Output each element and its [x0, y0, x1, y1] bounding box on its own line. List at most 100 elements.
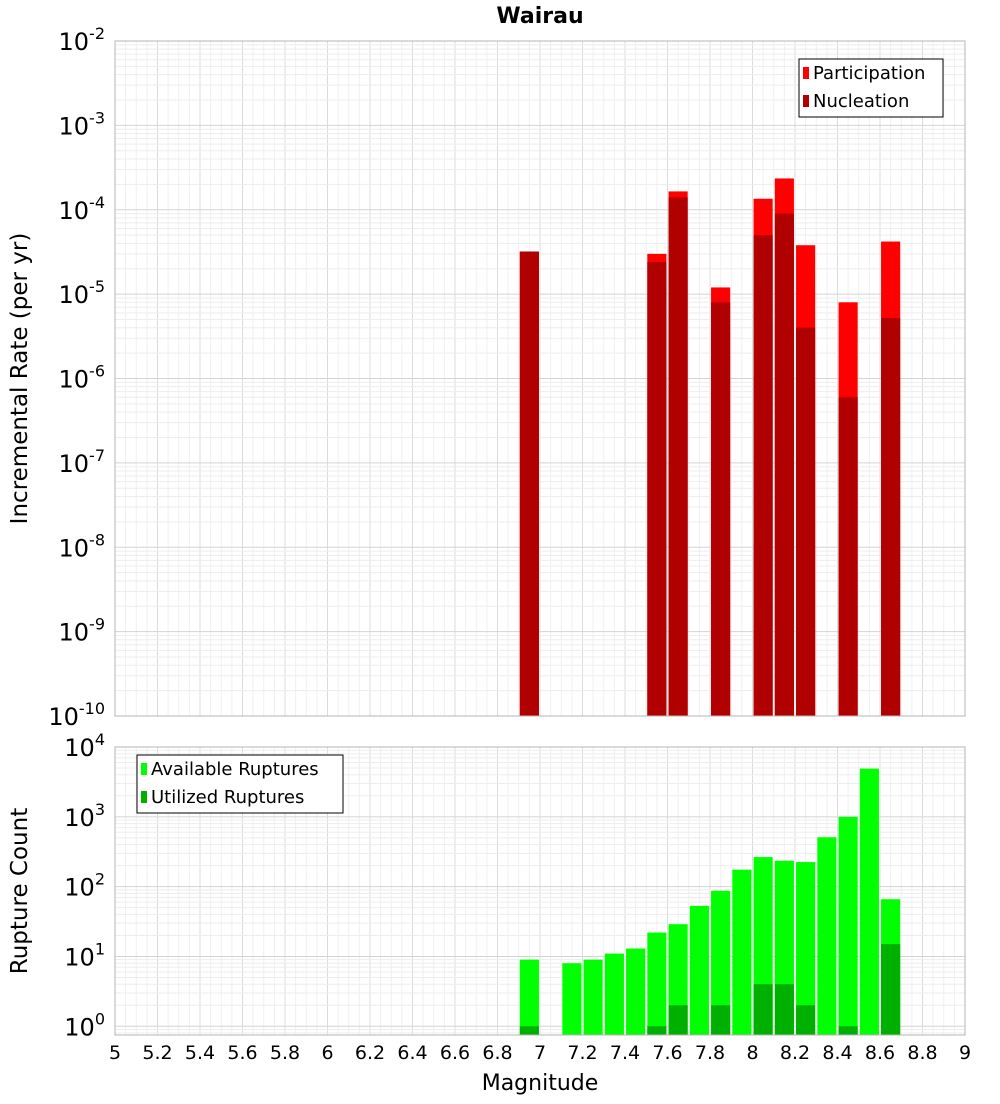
y-tick-label: 104 [64, 730, 105, 762]
bar-utilized-ruptures [838, 1026, 858, 1035]
y-tick-exponent: 4 [95, 730, 105, 749]
legend-label: Participation [813, 63, 925, 84]
x-tick-label: 6.8 [482, 1042, 512, 1064]
y-tick-label: 102 [64, 870, 105, 902]
bar-available-ruptures [562, 963, 582, 1035]
plot-border [114, 40, 966, 717]
y-tick-base: 10 [59, 28, 90, 56]
bar-utilized-ruptures [668, 1005, 688, 1035]
x-tick-label: 8.8 [907, 1042, 937, 1064]
x-tick-label: 5.2 [142, 1042, 172, 1064]
y-tick-exponent: -8 [89, 530, 105, 549]
x-tick-label: 8.2 [780, 1042, 810, 1064]
y-tick-label: 10-10 [48, 699, 105, 731]
y-tick-label: 10-6 [59, 362, 106, 394]
bar-utilized-ruptures [881, 944, 901, 1035]
x-tick-label: 7.2 [567, 1042, 597, 1064]
legend-label: Nucleation [813, 91, 909, 112]
bar-available-ruptures [604, 953, 624, 1035]
x-tick-label: 6 [321, 1042, 333, 1064]
y-tick-base: 10 [59, 197, 90, 225]
legend-swatch [141, 763, 147, 775]
y-tick-base: 10 [59, 534, 90, 562]
legend-label: Utilized Ruptures [151, 787, 304, 808]
y-tick-base: 10 [64, 1013, 95, 1041]
y-tick-base: 10 [48, 703, 79, 731]
x-tick-label: 6.6 [440, 1042, 470, 1064]
y-tick-base: 10 [59, 281, 90, 309]
y-tick-base: 10 [64, 874, 95, 902]
y-tick-base: 10 [64, 804, 95, 832]
chart-title: Wairau [496, 4, 583, 29]
x-tick-label: 7.4 [610, 1042, 640, 1064]
x-tick-label: 5.8 [270, 1042, 300, 1064]
bar-nucleation [519, 251, 539, 716]
legend-box [798, 58, 944, 118]
legend-label: Available Ruptures [151, 759, 319, 780]
bar-nucleation [796, 327, 816, 716]
bar-available-ruptures [519, 959, 539, 1035]
y-tick-exponent: 2 [95, 870, 105, 889]
bar-available-ruptures [732, 869, 752, 1035]
x-tick-label: 9 [959, 1042, 971, 1064]
y-tick-label: 101 [64, 939, 105, 971]
y-tick-exponent: -3 [89, 108, 105, 127]
x-tick-label: 7.8 [695, 1042, 725, 1064]
y-tick-exponent: -7 [89, 446, 105, 465]
bar-nucleation [881, 318, 901, 716]
y-tick-base: 10 [64, 734, 95, 762]
plot-border [114, 746, 966, 1036]
y-tick-label: 10-8 [59, 530, 106, 562]
y-tick-label: 103 [64, 800, 105, 832]
bar-utilized-ruptures [711, 1005, 731, 1035]
bar-available-ruptures [838, 816, 858, 1035]
bar-utilized-ruptures [796, 1005, 816, 1035]
x-tick-label: 5.4 [185, 1042, 215, 1064]
y-axis-label: Rupture Count [7, 808, 33, 974]
bar-nucleation [774, 213, 794, 717]
legend-swatch [803, 95, 809, 107]
bar-utilized-ruptures [647, 1026, 667, 1035]
bar-nucleation [838, 397, 858, 716]
y-tick-exponent: -2 [89, 24, 105, 43]
bar-available-ruptures [583, 959, 603, 1035]
y-tick-exponent: -10 [79, 699, 105, 718]
x-tick-label: 8.6 [865, 1042, 895, 1064]
x-tick-label: 8 [746, 1042, 758, 1064]
y-tick-exponent: 3 [95, 800, 105, 819]
y-tick-label: 100 [64, 1009, 105, 1041]
y-tick-base: 10 [59, 619, 90, 647]
y-tick-label: 10-4 [59, 193, 106, 225]
y-tick-exponent: -5 [89, 277, 105, 296]
x-tick-label: 6.4 [397, 1042, 427, 1064]
x-tick-label: 5 [109, 1042, 121, 1064]
legend: Available Ruptures Utilized Ruptures [136, 754, 344, 814]
bar-available-ruptures [796, 862, 816, 1035]
bar-nucleation [711, 302, 731, 716]
y-tick-base: 10 [59, 112, 90, 140]
bar-available-ruptures [626, 948, 646, 1035]
legend-swatch [803, 67, 809, 79]
x-tick-label: 7 [534, 1042, 546, 1064]
bar-available-ruptures [817, 837, 837, 1035]
x-tick-label: 6.2 [355, 1042, 385, 1064]
x-tick-label: 8.4 [822, 1042, 852, 1064]
y-tick-label: 10-5 [59, 277, 106, 309]
y-tick-label: 10-3 [59, 108, 106, 140]
y-tick-label: 10-9 [59, 615, 106, 647]
y-axis-label: Incremental Rate (per yr) [7, 233, 33, 525]
chart-panel-1: 10-1010-910-810-710-610-510-410-310-2Inc… [7, 4, 966, 731]
bar-nucleation [647, 262, 667, 716]
y-tick-exponent: -6 [89, 362, 105, 381]
bar-available-ruptures [711, 890, 731, 1035]
bar-available-ruptures [647, 932, 667, 1035]
y-tick-exponent: 1 [95, 939, 105, 958]
y-tick-label: 10-2 [59, 24, 106, 56]
x-tick-label: 5.6 [227, 1042, 257, 1064]
bar-available-ruptures [859, 768, 879, 1035]
bar-available-ruptures [689, 905, 709, 1035]
x-tick-label: 7.6 [652, 1042, 682, 1064]
y-tick-label: 10-7 [59, 446, 106, 478]
y-tick-base: 10 [64, 943, 95, 971]
